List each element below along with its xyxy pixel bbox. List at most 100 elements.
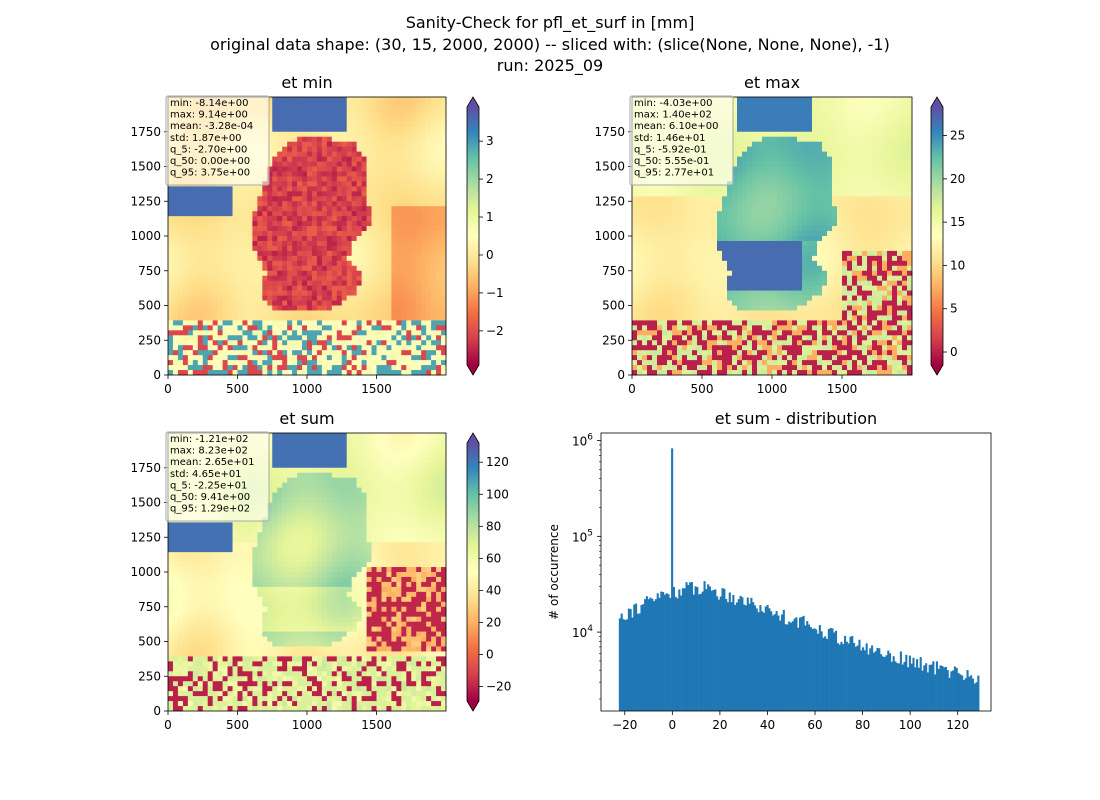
heatmap-cell — [307, 226, 313, 232]
heatmap-cell — [192, 216, 199, 222]
heatmap-cell — [361, 300, 367, 306]
heatmap-cell — [892, 206, 898, 212]
heatmap-cell — [887, 176, 893, 182]
heatmap-cell — [292, 171, 298, 177]
heatmap-cell — [391, 330, 397, 336]
heatmap-cell — [827, 121, 833, 128]
heatmap-cell — [421, 101, 427, 108]
heatmap-cell — [822, 136, 828, 143]
heatmap-cell — [381, 156, 387, 162]
heatmap-cell — [732, 116, 738, 123]
heatmap-cell — [242, 315, 248, 321]
heatmap-cell — [877, 221, 883, 227]
heatmap-cell — [182, 260, 189, 267]
heatmap-cell — [892, 196, 898, 202]
heatmap-cell — [852, 231, 858, 237]
heatmap-cell — [436, 181, 442, 187]
heatmap-cell — [232, 240, 238, 247]
heatmap-cell — [177, 255, 184, 262]
heatmap-cell — [406, 151, 412, 157]
heatmap-cell — [346, 211, 353, 217]
heatmap-cell — [287, 216, 293, 222]
heatmap-cell — [401, 255, 407, 262]
heatmap-cell — [782, 156, 788, 162]
heatmap-cell — [767, 156, 773, 162]
heatmap-cell — [817, 126, 823, 133]
heatmap-cell — [302, 206, 308, 212]
heatmap-cell — [431, 275, 437, 282]
heatmap-cell — [652, 216, 658, 222]
heatmap-cell — [272, 121, 278, 128]
heatmap-cell — [172, 231, 179, 237]
heatmap-cell — [321, 310, 328, 316]
heatmap-cell — [812, 111, 818, 118]
heatmap-cell — [346, 360, 353, 366]
heatmap-cell — [346, 186, 353, 192]
heatmap-cell — [292, 275, 298, 282]
heatmap-cell — [361, 350, 367, 356]
heatmap-cell — [712, 196, 718, 202]
heatmap-cell — [267, 370, 273, 376]
heatmap-cell — [416, 141, 422, 147]
heatmap-cell — [441, 146, 447, 152]
heatmap-cell — [346, 310, 353, 316]
heatmap-cell — [207, 240, 214, 247]
heatmap-cell — [892, 136, 898, 143]
heatmap-cell — [386, 226, 392, 232]
heatmap-cell — [637, 231, 643, 237]
heatmap-cell — [867, 216, 873, 222]
colorbar-tick-label: −2 — [486, 324, 504, 338]
heatmap-cell — [772, 111, 778, 118]
heatmap-cell — [311, 131, 318, 138]
heatmap-cell — [237, 345, 243, 351]
heatmap-cell — [311, 111, 318, 118]
heatmap-cell — [237, 340, 243, 346]
heatmap-cell — [862, 131, 868, 138]
heatmap-cell — [817, 250, 823, 257]
heatmap-cell — [416, 101, 422, 108]
heatmap-cell — [242, 206, 248, 212]
heatmap-cell — [177, 250, 184, 257]
heatmap-cell — [297, 250, 303, 257]
heatmap-cell — [326, 330, 333, 336]
heatmap-cell — [807, 161, 813, 167]
heatmap-cell — [326, 111, 333, 118]
heatmap-cell — [282, 315, 288, 321]
heatmap-cell — [287, 131, 293, 138]
heatmap-cell — [406, 330, 412, 336]
heatmap-cell — [267, 196, 273, 202]
heatmap-cell — [662, 206, 668, 212]
heatmap-cell — [777, 201, 783, 207]
heatmap-cell — [426, 290, 432, 296]
heatmap-cell — [172, 191, 179, 197]
stats-box-background — [165, 95, 270, 186]
heatmap-cell — [386, 97, 392, 103]
stats-line: max: 9.14e+00 — [170, 110, 248, 121]
heatmap-cell — [227, 260, 233, 267]
heatmap-cell — [237, 290, 243, 296]
heatmap-cell — [202, 310, 209, 316]
heatmap-cell — [212, 325, 218, 331]
heatmap-cell — [822, 97, 828, 103]
heatmap-cell — [267, 101, 273, 108]
heatmap-cell — [287, 101, 293, 108]
heatmap-cell — [732, 171, 738, 177]
heatmap-cell — [762, 151, 768, 157]
heatmap-cell — [867, 161, 873, 167]
heatmap-cell — [242, 330, 248, 336]
heatmap-cell — [411, 255, 417, 262]
heatmap-cell — [396, 196, 402, 202]
heatmap-cell — [168, 191, 174, 197]
heatmap-cell — [732, 250, 738, 257]
heatmap-cell — [391, 226, 397, 232]
heatmap-cell — [391, 290, 397, 296]
heatmap-cell — [822, 231, 828, 237]
heatmap-cell — [742, 206, 748, 212]
heatmap-cell — [351, 240, 357, 247]
heatmap-cell — [297, 116, 303, 123]
heatmap-cell — [436, 186, 442, 192]
heatmap-cell — [837, 211, 843, 217]
heatmap-cell — [792, 176, 798, 182]
heatmap-cell — [307, 97, 313, 103]
heatmap-cell — [411, 345, 417, 351]
